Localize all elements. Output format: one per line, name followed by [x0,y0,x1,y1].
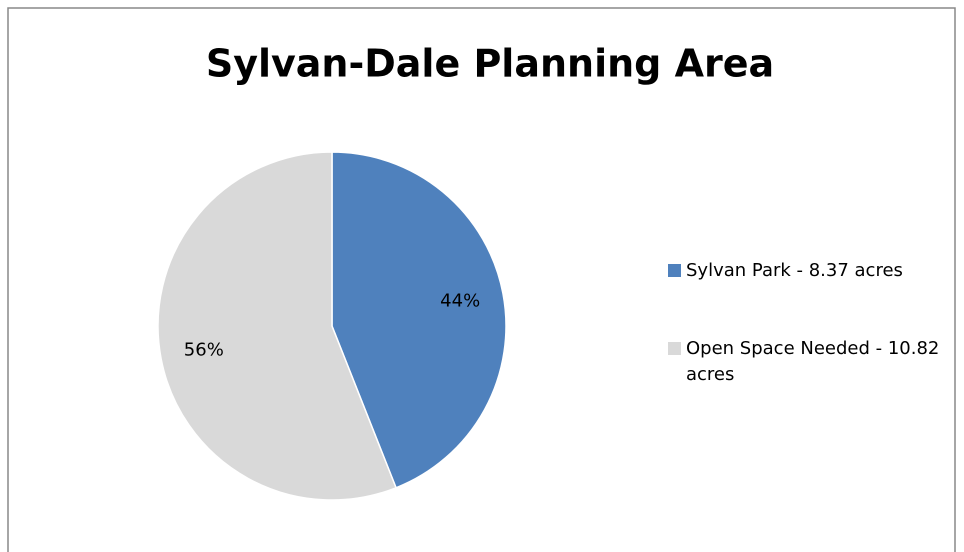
legend-label: Open Space Needed - 10.82 acres [686,338,940,385]
pie-slice [331,151,507,489]
chart-border [7,7,956,552]
legend-swatch [668,342,681,355]
data-label: 44% [440,291,480,312]
legend-label: Sylvan Park - 8.37 acres [686,260,903,281]
data-label: 56% [184,339,224,360]
legend-swatch [668,264,681,277]
chart-title: Sylvan-Dale Planning Area [206,42,774,86]
pie-slice [157,151,398,501]
